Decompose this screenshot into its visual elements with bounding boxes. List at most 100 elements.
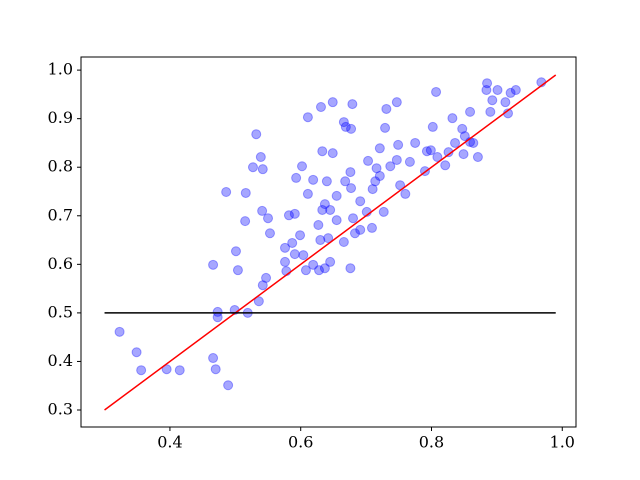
point: [280, 256, 291, 267]
point: [257, 205, 268, 216]
point: [404, 156, 415, 167]
point: [440, 160, 451, 171]
point: [257, 280, 268, 291]
point: [313, 220, 324, 231]
y-tick-label: 0.3: [48, 400, 73, 419]
point: [450, 137, 461, 148]
point: [308, 259, 319, 270]
point: [289, 208, 300, 219]
point: [447, 113, 458, 124]
point: [208, 353, 219, 364]
point: [346, 183, 357, 194]
point: [338, 117, 349, 128]
point: [212, 312, 223, 323]
point: [315, 235, 326, 246]
point: [348, 213, 359, 224]
point: [263, 213, 274, 224]
point: [459, 131, 470, 142]
point: [289, 249, 300, 260]
point: [340, 121, 351, 132]
point: [280, 242, 291, 253]
y-tick-label: 0.4: [48, 351, 73, 370]
x-tick-label: 0.6: [288, 433, 313, 452]
point: [370, 176, 381, 187]
point: [425, 145, 436, 156]
point: [468, 137, 479, 148]
point: [319, 199, 330, 210]
point: [367, 184, 378, 195]
point: [346, 123, 357, 134]
point: [232, 265, 243, 276]
point: [323, 233, 334, 244]
point: [255, 152, 266, 163]
y-tick-label: 0.9: [48, 108, 73, 127]
x-tick-label: 0.8: [419, 433, 444, 452]
point: [208, 259, 219, 270]
point: [223, 380, 234, 391]
point: [327, 148, 338, 159]
point: [458, 149, 469, 160]
point: [327, 97, 338, 108]
point: [421, 146, 432, 157]
point: [505, 87, 516, 98]
point: [366, 222, 377, 233]
point: [338, 237, 349, 247]
point: [257, 164, 268, 175]
point: [345, 167, 356, 178]
line: [104, 74, 557, 411]
point: [302, 112, 313, 123]
point: [325, 204, 336, 215]
point: [297, 161, 308, 172]
point: [131, 347, 142, 358]
point: [371, 163, 382, 174]
point: [114, 326, 125, 337]
point: [331, 190, 342, 201]
point: [465, 106, 476, 117]
point: [510, 85, 521, 96]
point: [308, 174, 319, 185]
point: [431, 86, 442, 97]
point: [391, 97, 402, 108]
point: [221, 186, 232, 197]
point: [349, 228, 360, 239]
point: [136, 365, 147, 376]
point: [381, 103, 392, 114]
point: [487, 95, 498, 106]
point: [500, 97, 511, 108]
point: [247, 162, 258, 173]
point: [300, 265, 311, 276]
point: [174, 365, 185, 376]
point: [345, 263, 356, 274]
point: [331, 215, 342, 226]
point: [355, 224, 366, 235]
point: [230, 246, 241, 257]
point: [264, 228, 275, 239]
point: [283, 210, 294, 221]
point: [380, 122, 391, 133]
point: [482, 78, 493, 89]
point: [295, 230, 306, 241]
point: [427, 121, 438, 132]
point: [261, 272, 272, 283]
point: [314, 265, 325, 276]
point: [251, 129, 262, 140]
point: [212, 306, 223, 317]
y-tick-label: 0.6: [48, 254, 73, 273]
point: [481, 85, 492, 96]
point: [298, 250, 309, 261]
point: [378, 206, 389, 217]
point: [315, 102, 326, 113]
point: [492, 85, 503, 96]
point: [374, 143, 385, 154]
point: [391, 154, 402, 165]
point: [291, 172, 302, 183]
point: [319, 263, 330, 274]
y-tick-label: 0.8: [48, 157, 73, 176]
point: [374, 170, 385, 181]
point: [302, 188, 313, 199]
point: [485, 106, 496, 117]
point: [410, 137, 421, 148]
point: [317, 204, 328, 215]
point: [363, 155, 374, 166]
